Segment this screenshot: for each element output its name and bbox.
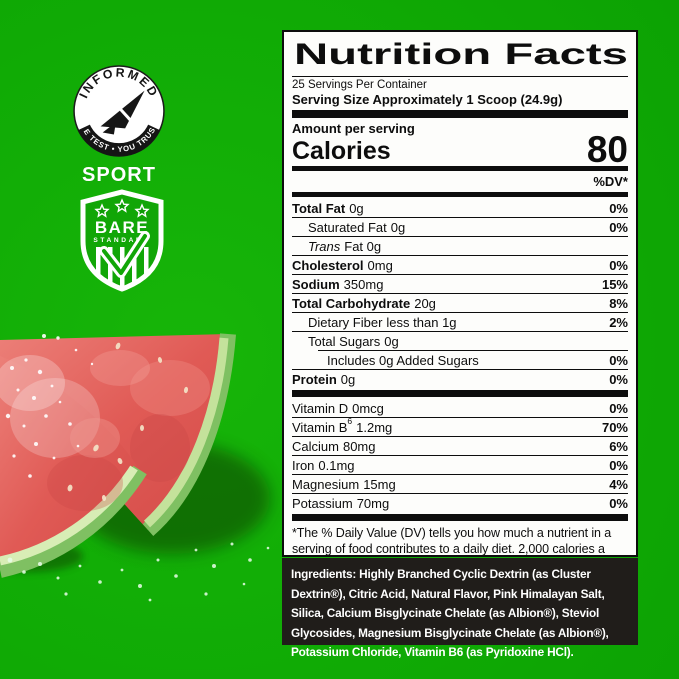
row-iron: Iron 0.1mg 0%	[292, 455, 628, 474]
row-total-carbohydrate: Total Carbohydrate 20g 8%	[292, 293, 628, 312]
ingredients-panel: Ingredients: Highly Branched Cyclic Dext…	[282, 558, 638, 659]
watermelon-seeds	[67, 342, 189, 501]
thick-bar	[292, 514, 628, 521]
informed-sport-logo: INFORMED WE TEST • YOU TRUST	[68, 57, 165, 157]
daily-value-header: %DV*	[593, 174, 628, 189]
calories-label: Calories	[292, 137, 391, 165]
row-cholesterol: Cholesterol 0mg 0%	[292, 255, 628, 274]
servings-per-container: 25 Servings Per Container	[292, 79, 427, 91]
badge-bottom-band	[77, 124, 161, 157]
serving-size: Serving Size Approximately 1 Scoop (24.9…	[292, 92, 563, 107]
sport-label: SPORT	[82, 164, 156, 186]
row-dietary-fiber: Dietary Fiber less than 1g 2%	[292, 312, 628, 331]
row-magnesium: Magnesium 15mg 4%	[292, 474, 628, 493]
standard-text: STANDARD	[93, 237, 150, 244]
bare-text: BARE	[95, 218, 149, 237]
nutrition-facts-panel: Nutrition Facts 25 Servings Per Containe…	[282, 30, 638, 557]
thick-bar	[292, 192, 628, 197]
informed-sport-badge: INFORMED WE TEST • YOU TRUST SPORT	[68, 57, 166, 187]
thick-bar	[292, 390, 628, 397]
row-sodium: Sodium 350mg 15%	[292, 274, 628, 293]
row-saturated-fat: Saturated Fat 0g 0%	[292, 217, 628, 236]
calories-value: 80	[586, 129, 628, 170]
row-trans-fat: Trans Fat 0g	[292, 236, 628, 255]
thick-bar	[292, 166, 628, 171]
row-total-fat: Total Fat 0g 0%	[292, 200, 628, 216]
daily-value-footnote: *The % Daily Value (DV) tells you how mu…	[292, 526, 612, 556]
watermelon-photo	[0, 333, 288, 602]
checkmark-icon	[99, 231, 150, 278]
dart-icon	[100, 90, 145, 135]
bare-standard-badge: BARE STANDARD	[76, 189, 168, 293]
calories-row: Calories 80	[292, 129, 628, 170]
salt-on-melon	[5, 334, 94, 478]
row-protein: Protein 0g 0%	[292, 369, 628, 388]
thick-bar	[292, 110, 628, 118]
nutrient-rows: Total Fat 0g 0% Saturated Fat 0g 0% Tran…	[292, 199, 628, 388]
row-added-sugars: Includes 0g Added Sugars 0%	[318, 350, 628, 369]
row-calcium: Calcium 80mg 6%	[292, 436, 628, 455]
amount-per-serving: Amount per serving	[292, 121, 415, 136]
watermelon-back-slice	[0, 333, 236, 537]
svg-text:Nutrition Facts: Nutrition Facts	[294, 38, 628, 70]
row-vitamin-d: Vitamin D 0mcg 0%	[292, 400, 628, 416]
row-total-sugars: Total Sugars 0g	[292, 331, 628, 350]
salt-on-ground	[7, 542, 288, 602]
nutrition-facts-title: Nutrition Facts	[294, 38, 628, 71]
row-potassium: Potassium 70mg 0%	[292, 493, 628, 512]
title-rule	[292, 76, 628, 77]
